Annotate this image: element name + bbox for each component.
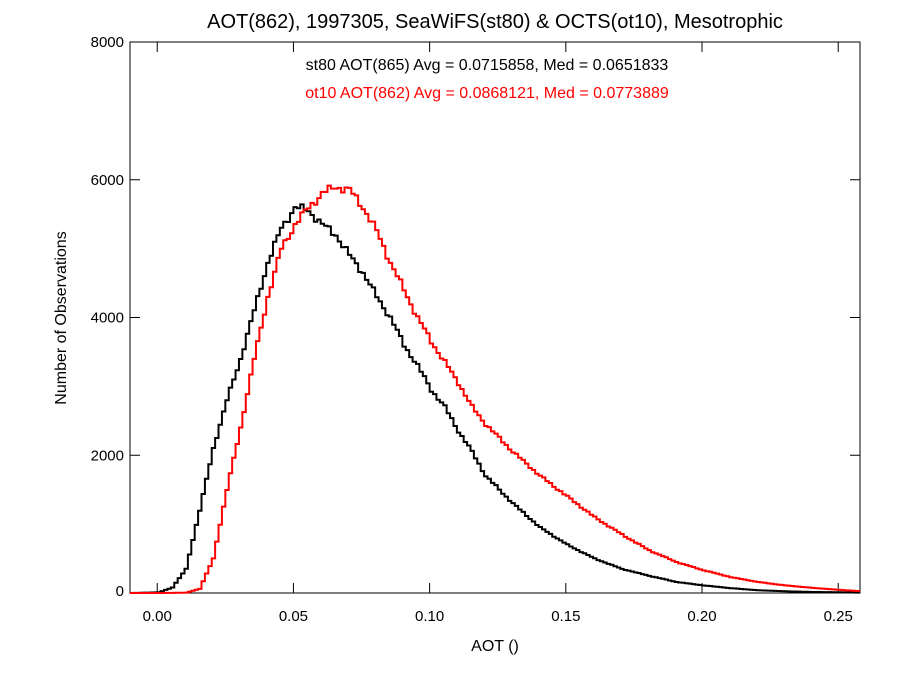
y-axis-label: Number of Observations [53,231,70,404]
y-axis: 0 2000 4000 6000 8000 [91,34,860,600]
x-tick-label: 0.25 [824,608,853,625]
y-tick-label: 6000 [91,172,124,189]
series-group [130,184,860,594]
histogram-series-0 [130,203,860,594]
x-tick-label: 0.05 [279,608,308,625]
y-tick-label: 0 [116,583,124,600]
x-tick-label: 0.20 [687,608,716,625]
y-tick-label: 8000 [91,34,124,51]
y-tick-label: 4000 [91,310,124,327]
chart-title: AOT(862), 1997305, SeaWiFS(st80) & OCTS(… [207,11,783,33]
x-tick-label: 0.10 [415,608,444,625]
x-axis-label: AOT () [471,638,519,655]
histogram-series-1 [130,184,860,594]
x-axis: 0.00 0.05 0.10 0.15 0.20 0.25 [143,42,853,625]
annotation-st80-stats: st80 AOT(865) Avg = 0.0715858, Med = 0.0… [306,57,669,74]
annotation-ot10-stats: ot10 AOT(862) Avg = 0.0868121, Med = 0.0… [305,85,669,102]
x-tick-label: 0.15 [551,608,580,625]
y-tick-label: 2000 [91,447,124,464]
plot-frame [129,41,861,594]
x-tick-label: 0.00 [143,608,172,625]
